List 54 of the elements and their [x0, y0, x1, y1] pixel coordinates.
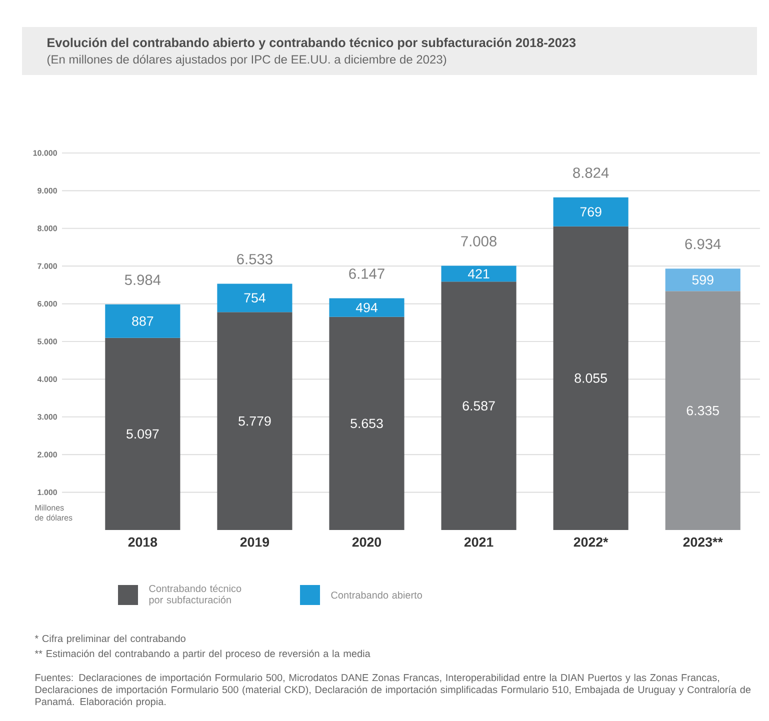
text: * Cifra preliminar del contrabando: [34, 634, 186, 644]
x-tick-label: 2020: [352, 537, 382, 547]
bar: [217, 284, 292, 312]
data-label: 754: [244, 293, 266, 303]
x-tick-label: 2018: [128, 537, 158, 547]
data-label: 494: [356, 302, 378, 312]
y-axis-title: Millones de dólares: [35, 504, 72, 521]
bar: [329, 316, 404, 530]
bar: [329, 298, 404, 317]
total-label: 7.008: [461, 236, 496, 246]
y-tick-label: 8.000: [38, 226, 57, 232]
total-label: 8.824: [573, 168, 609, 178]
y-tick-label: 3.000: [37, 414, 57, 420]
total-label: 6.147: [349, 268, 384, 279]
legend-label: Contrabando técnico por subfacturación: [149, 584, 242, 606]
chart-title: Evolución del contrabando abierto y contrabando técnico por subfacturación 2018-2023: [48, 38, 576, 50]
chart-subtitle: (En millones de dólares ajustados por IPC de EE.UU. a diciembre de 2023): [47, 54, 446, 66]
data-label: 5.779: [238, 416, 271, 426]
data-label: 5.097: [126, 429, 159, 439]
total-label: 6.934: [685, 238, 721, 250]
bar: [553, 197, 628, 226]
bar: [665, 268, 740, 292]
total-label: 5.984: [124, 274, 161, 286]
y-tick-label: 4.000: [37, 376, 57, 382]
data-label: 6.335: [686, 406, 719, 416]
source-note: Fuentes: Declaraciones de importación Formulario 500, Microdatos DANE Zonas Francas, Interoperabilidad entre la DIAN Puertos y las Zonas Francas, Declaraciones de importación Formulario 500 (material CKD), Declaración de importación simplificadas Formulario 510, Embajada de Uruguay y Contraloría de Panamá. Elaboración propia.: [36, 674, 751, 708]
data-label: 8.055: [574, 373, 607, 383]
bar: [217, 312, 292, 530]
bar: [105, 338, 180, 530]
y-tick-label: 2.000: [38, 452, 57, 458]
bar: [441, 266, 516, 282]
x-tick-label: 2023**: [683, 537, 723, 547]
x-tick-label: 2019: [240, 537, 270, 547]
bar: [665, 291, 740, 530]
bar: [553, 226, 628, 530]
y-tick-label: 7.000: [38, 263, 57, 269]
data-label: 421: [468, 269, 490, 278]
bar: [441, 282, 516, 530]
data-label: 599: [692, 275, 714, 285]
data-label: 5.653: [350, 418, 383, 428]
y-tick-label: 6.000: [38, 300, 57, 307]
bar: [105, 304, 180, 338]
y-tick-label: 10.000: [33, 150, 57, 156]
data-label: 769: [580, 207, 602, 217]
legend-label: Contrabando abierto: [331, 591, 422, 599]
y-tick-label: 5.000: [38, 338, 57, 344]
text: ** Estimación del contrabando a partir del proceso de reversión a la media: [34, 650, 370, 660]
x-tick-label: 2021: [464, 537, 494, 547]
total-label: 6.533: [237, 254, 272, 264]
y-tick-label: 9.000: [38, 188, 57, 194]
data-label: 6.587: [462, 401, 495, 411]
x-tick-label: 2022*: [574, 537, 608, 547]
data-label: 887: [132, 316, 154, 326]
y-tick-label: 1.000: [38, 489, 57, 496]
